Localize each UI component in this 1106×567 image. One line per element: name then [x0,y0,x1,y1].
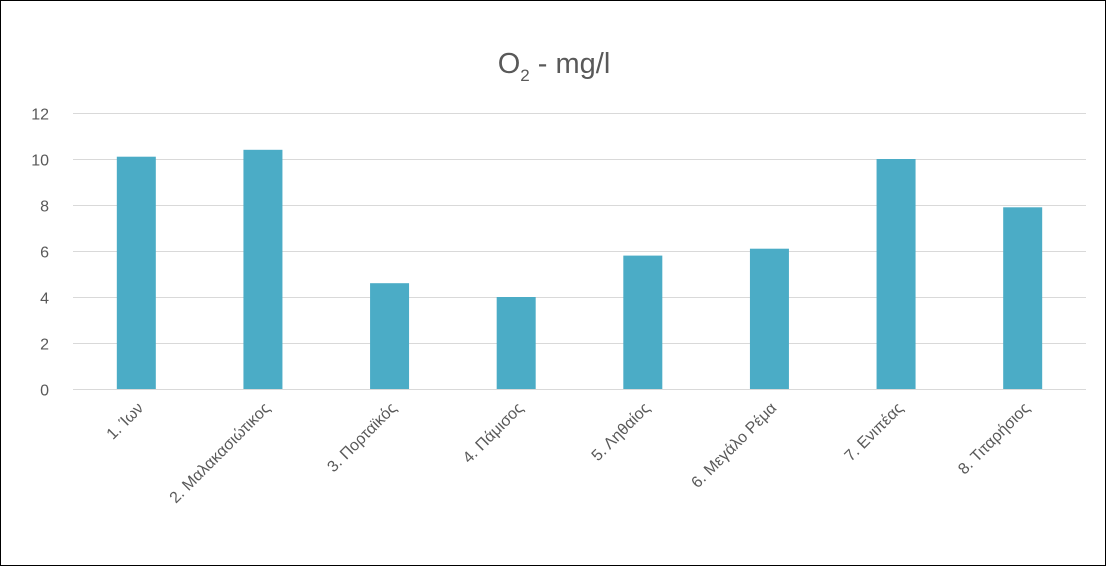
x-category-label: 3. Πορταϊκός [324,400,400,476]
x-category-label: 4. Πάμισος [460,400,527,467]
chart-title-rest: - mg/l [530,48,611,80]
chart-title: O2 - mg/l [498,48,611,85]
x-category-label: 2. Μαλακασιώτικος [167,400,274,507]
bar-5 [623,255,663,389]
x-axis-labels: 1. Ίων 2. Μαλακασιώτικος 3. Πορταϊκός 4. Πά… [104,400,1034,507]
y-tick-label: 8 [40,199,49,216]
bar-7 [876,159,916,389]
bar-2 [243,149,283,389]
chart-title-main: O [498,48,521,80]
x-category-label: 7. Ενιπέας [842,400,907,465]
x-category-label: 6. Μεγάλο Ρέμα [688,400,780,492]
bar-6 [749,248,789,389]
bar-3 [370,283,410,389]
y-tick-label: 0 [40,383,49,400]
bar-4 [496,297,536,389]
y-tick-label: 12 [31,107,49,124]
x-category-label: 8. Τιταρήσιος [955,400,1033,478]
bar-8 [1003,207,1043,389]
y-tick-label: 2 [40,337,49,354]
x-category-label: 1. Ίων [104,400,147,443]
bar-1 [116,156,156,389]
y-tick-label: 6 [40,245,49,262]
gridlines [73,113,1086,390]
bars [116,149,1043,389]
y-tick-label: 10 [31,153,49,170]
y-tick-label: 4 [40,291,49,308]
chart-title-subscript: 2 [520,66,529,85]
y-axis-ticks: 0 2 4 6 8 10 12 [31,107,49,400]
x-category-label: 5. Ληθαίος [589,400,654,465]
